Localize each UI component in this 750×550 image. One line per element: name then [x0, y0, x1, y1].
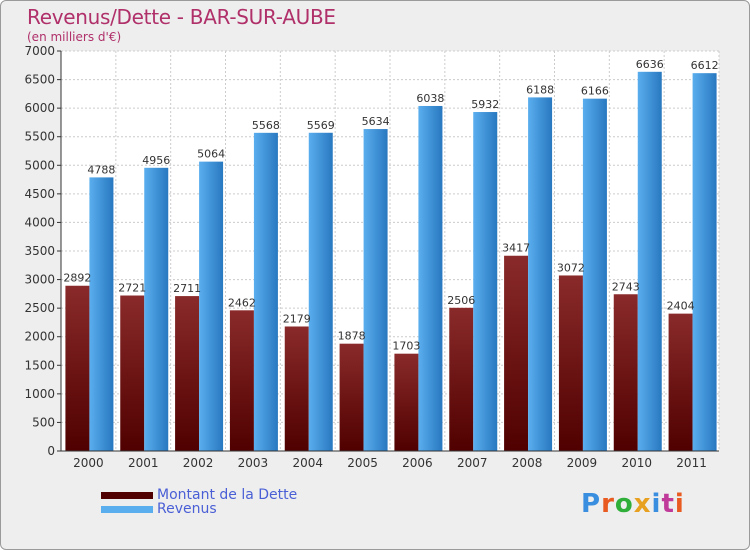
- logo-letter: i: [651, 489, 662, 519]
- legend-label-debt: Montant de la Dette: [157, 487, 298, 503]
- x-tick-label: 2000: [73, 456, 104, 470]
- logo-letter: t: [661, 489, 675, 519]
- legend-label-revenue: Revenus: [157, 501, 217, 517]
- bar-revenue: [253, 132, 278, 452]
- x-tick-label: 2009: [567, 456, 598, 470]
- logo-letter: o: [614, 489, 634, 519]
- data-label-revenue: 6038: [416, 92, 444, 105]
- x-tick-label: 2005: [347, 456, 378, 470]
- data-labels: 2892 4788 2721 4956 2711 5064 2462 5568 2179 5569…: [63, 58, 718, 353]
- x-tick-label: 2003: [238, 456, 269, 470]
- logo-letter: r: [601, 489, 615, 519]
- logo-letter: P: [581, 489, 602, 519]
- data-label-revenue: 6636: [636, 58, 664, 71]
- y-tick-label: 6500: [24, 73, 55, 87]
- data-label-revenue: 5064: [197, 148, 225, 161]
- bar-revenue: [582, 98, 607, 452]
- data-label-debt: 1878: [338, 330, 366, 343]
- y-tick-label: 5000: [24, 158, 55, 172]
- bar-debt: [613, 294, 638, 451]
- y-tick-label: 2500: [24, 301, 55, 315]
- x-tick-label: 2002: [183, 456, 214, 470]
- bar-revenue: [637, 71, 662, 452]
- data-label-debt: 2506: [447, 294, 475, 307]
- data-label-revenue: 6188: [526, 83, 554, 96]
- bar-revenue: [363, 129, 388, 452]
- bar-debt: [504, 255, 529, 451]
- bar-revenue: [692, 73, 717, 452]
- x-tick-label: 2007: [457, 456, 488, 470]
- bar-debt: [284, 326, 309, 451]
- data-label-debt: 2721: [118, 282, 146, 295]
- logo-letter: x: [633, 489, 652, 519]
- data-label-debt: 2462: [228, 296, 256, 309]
- bar-debt: [175, 296, 200, 451]
- y-tick-label: 0: [47, 444, 55, 458]
- data-label-debt: 3072: [557, 261, 585, 274]
- bar-debt: [449, 307, 474, 451]
- bar-revenue: [89, 177, 114, 451]
- data-label-revenue: 4788: [87, 163, 115, 176]
- data-label-revenue: 5568: [252, 119, 280, 132]
- axes: 0 500 1000 1500 2000 2500 3000 3500 4000 4500 5000…: [24, 44, 719, 470]
- x-tick-label: 2004: [292, 456, 323, 470]
- bar-revenue: [199, 161, 224, 451]
- chart-title: Revenus/Dette - BAR-SUR-AUBE: [27, 5, 336, 29]
- y-tick-label: 4500: [24, 187, 55, 201]
- data-label-debt: 2892: [63, 272, 91, 285]
- y-tick-label: 500: [32, 415, 55, 429]
- bar-revenue: [144, 167, 169, 452]
- y-tick-label: 3000: [24, 273, 55, 287]
- y-tick-label: 1500: [24, 358, 55, 372]
- data-label-debt: 1703: [392, 340, 420, 353]
- bar-debt: [229, 310, 254, 451]
- bar-debt: [394, 353, 419, 451]
- x-tick-label: 2010: [621, 456, 652, 470]
- x-tick-label: 2008: [512, 456, 543, 470]
- y-tick-label: 4000: [24, 215, 55, 229]
- bar-revenue: [528, 97, 553, 452]
- bar-revenue: [308, 132, 333, 451]
- data-label-revenue: 5569: [307, 119, 335, 132]
- legend-item-revenue: Revenus: [101, 501, 217, 517]
- y-tick-label: 1000: [24, 387, 55, 401]
- x-tick-label: 2001: [128, 456, 159, 470]
- bar-debt: [558, 275, 583, 451]
- y-tick-label: 3500: [24, 244, 55, 258]
- bar-revenue: [473, 112, 498, 452]
- legend-swatch-debt: [101, 491, 153, 499]
- bar-debt: [120, 295, 145, 451]
- bar-debt: [339, 343, 364, 451]
- y-tick-label: 7000: [24, 44, 55, 58]
- bars: [65, 71, 717, 452]
- chart-subtitle: (en milliers d'€): [27, 30, 122, 44]
- data-label-revenue: 6612: [691, 59, 719, 72]
- data-label-debt: 2711: [173, 282, 201, 295]
- bar-debt: [65, 285, 90, 451]
- data-label-debt: 3417: [502, 242, 530, 255]
- data-label-revenue: 5634: [362, 115, 390, 128]
- bar-debt: [668, 313, 693, 451]
- x-tick-label: 2011: [676, 456, 707, 470]
- data-label-debt: 2179: [283, 312, 311, 325]
- y-tick-label: 2000: [24, 330, 55, 344]
- y-tick-label: 6000: [24, 101, 55, 115]
- data-label-debt: 2743: [612, 280, 640, 293]
- bar-revenue: [418, 105, 443, 451]
- data-label-revenue: 4956: [142, 154, 170, 167]
- legend-swatch-revenue: [101, 505, 153, 513]
- data-label-debt: 2404: [667, 300, 695, 313]
- x-tick-label: 2006: [402, 456, 433, 470]
- legend-item-debt: Montant de la Dette: [101, 487, 297, 503]
- data-label-revenue: 6166: [581, 85, 609, 98]
- data-label-revenue: 5932: [471, 98, 499, 111]
- logo-letter: i: [674, 489, 685, 519]
- y-tick-label: 5500: [24, 130, 55, 144]
- proxiti-logo: Proxiti: [581, 489, 685, 519]
